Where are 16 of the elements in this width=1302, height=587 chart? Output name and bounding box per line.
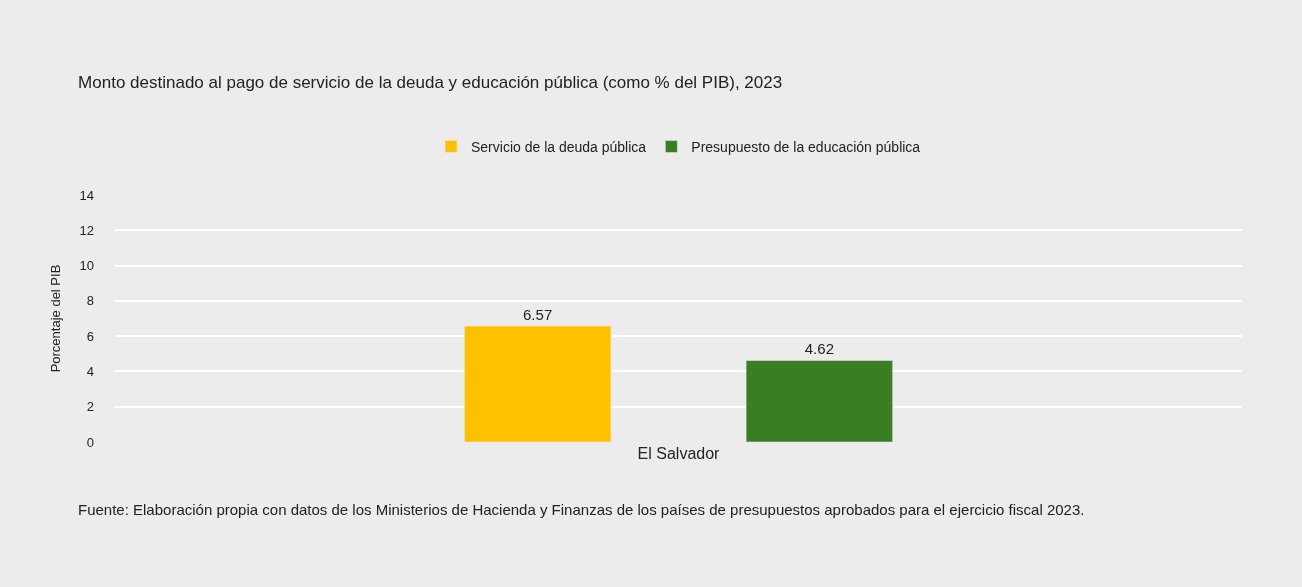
x-tick-label: El Salvador [637,445,721,462]
y-tick-label: 10 [79,258,94,274]
legend-label: Servicio de la deuda pública [471,138,647,155]
source-note: Fuente: Elaboración propia con datos de los Ministerios de Hacienda y Finanzas de los países de presupuestos aprobados para el ejercicio fiscal 2023. [78,501,1085,518]
y-tick-label: 6 [86,328,94,344]
y-tick-label: 0 [86,434,94,450]
data-label: 4.62 [804,340,834,358]
y-tick-label: 8 [86,293,94,309]
y-tick-label: 2 [86,399,94,415]
y-tick-label: 12 [79,222,94,238]
data-label: 6.57 [523,306,553,324]
y-axis-title: Porcentaje del PIB [48,264,64,373]
y-tick-label: 4 [86,363,94,379]
chart-title: Monto destinado al pago de servicio de la deuda y educación pública (como % del PIB), 2023 [78,73,783,93]
y-tick-label: 14 [79,187,94,203]
legend-label: Presupuesto de la educación pública [691,138,921,155]
